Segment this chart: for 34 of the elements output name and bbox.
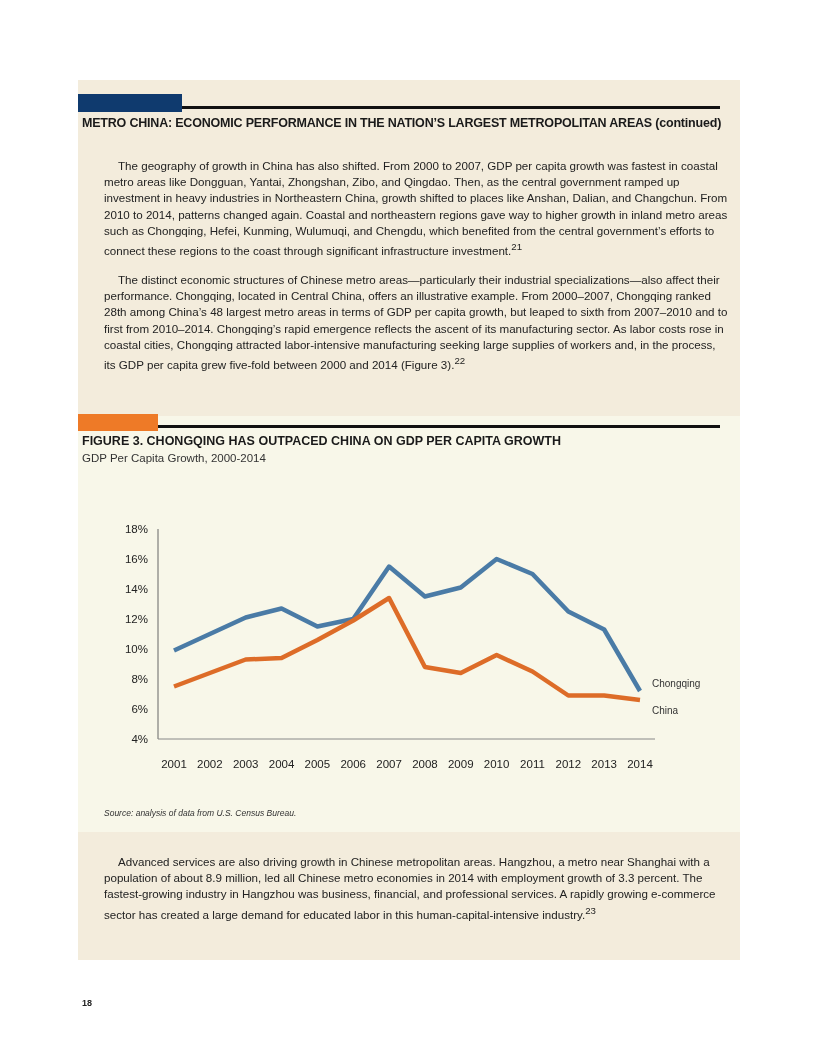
- text: Advanced services are also driving growth in Chinese metropolitan areas. Hangzhou, a metro near Shanghai with a population of about 8.9 million, led all Chinese metro economies in 2014 with employment growth of 3.3 percent. The fastest-growing industry in Hangzhou was business, financial, and professional services. A rapidly growing e-commerce sector has created a large demand for educated labor in this human-capital-intensive industry.$^{23}$: [104, 854, 717, 923]
- x-tick-label: 2004: [268, 758, 295, 770]
- text: The distinct economic structures of Chinese metro areas—particularly their industrial specializations—also affect their performance. Chongqing, located in Central China, offers an illustrative example. From 2000–2007, Chongqing ranked 28th among China’s 48 largest metro areas in terms of GDP per capita growth, but leaped to sixth from 2007–2010 and to first from 2010–2014. Chongqing’s rapid emergence reflects the ascent of its manufacturing sector. As labor costs rose in coastal cities, Chongqing attracted labor-intensive manufacturing seeking large supplies of workers and, in the process, its GDP per capita grew five-fold between 2000 and 2014 (Figure 3).$^{22}$: [104, 272, 728, 373]
- x-tick-label: 2010: [483, 758, 510, 770]
- series-label: Chongqing: [652, 678, 701, 689]
- x-tick-label: 2001: [161, 758, 187, 770]
- y-tick-label: 8%: [131, 673, 148, 685]
- series-label: China: [652, 705, 679, 716]
- x-tick-label: 2009: [447, 758, 474, 770]
- y-tick-label: 18%: [124, 523, 148, 535]
- text: The geography of growth in China has also shifted. From 2000 to 2007, GDP per capita growth was fastest in coastal metro areas like Dongguan, Yantai, Zhongshan, Zibo, and Qingdao. Then, as the central government ramped up investment in heavy industries in Northeastern China, growth shifted to places like Anshan, Dalian, and Changchun. From 2010 to 2014, patterns changed again. Coastal and northeastern regions gave way to higher growth in inland metro areas such as Chongqing, Hefei, Kunming, Wulumuqi, and Chengdu, which benefited from the central government’s efforts to connect these regions to the coast through significant infrastructure investment.$^{21}$: [104, 158, 728, 259]
- line-series: [171, 595, 643, 703]
- x-tick-label: 2012: [555, 758, 582, 770]
- x-tick-label: 2005: [304, 758, 331, 770]
- line-series: [171, 556, 643, 694]
- source-note: Source: analysis of data from U.S. Census Bureau.: [104, 808, 297, 818]
- y-tick-label: 4%: [131, 733, 148, 745]
- text: 18: [82, 998, 93, 1008]
- x-tick-label: 2003: [232, 758, 259, 770]
- x-tick-label: 2002: [197, 758, 223, 770]
- y-tick-label: 12%: [124, 613, 148, 625]
- y-tick-label: 10%: [124, 643, 148, 655]
- y-tick-label: 16%: [124, 553, 148, 565]
- x-tick-label: 2008: [412, 758, 438, 770]
- y-tick-label: 6%: [131, 703, 148, 715]
- y-tick-label: 14%: [124, 583, 148, 595]
- chart-subtitle: GDP Per Capita Growth, 2000-2014: [82, 452, 266, 464]
- x-tick-label: 2011: [520, 758, 545, 770]
- x-tick-label: 2013: [591, 758, 617, 770]
- x-tick-label: 2014: [627, 758, 654, 770]
- x-tick-label: 2007: [376, 758, 402, 770]
- text: METRO CHINA: ECONOMIC PERFORMANCE IN THE NATION’S LARGEST METROPOLITAN AREAS (continued): [82, 116, 722, 130]
- chart-title: FIGURE 3. CHONGQING HAS OUTPACED CHINA ON GDP PER CAPITA GROWTH: [82, 434, 561, 448]
- x-tick-label: 2006: [340, 758, 367, 770]
